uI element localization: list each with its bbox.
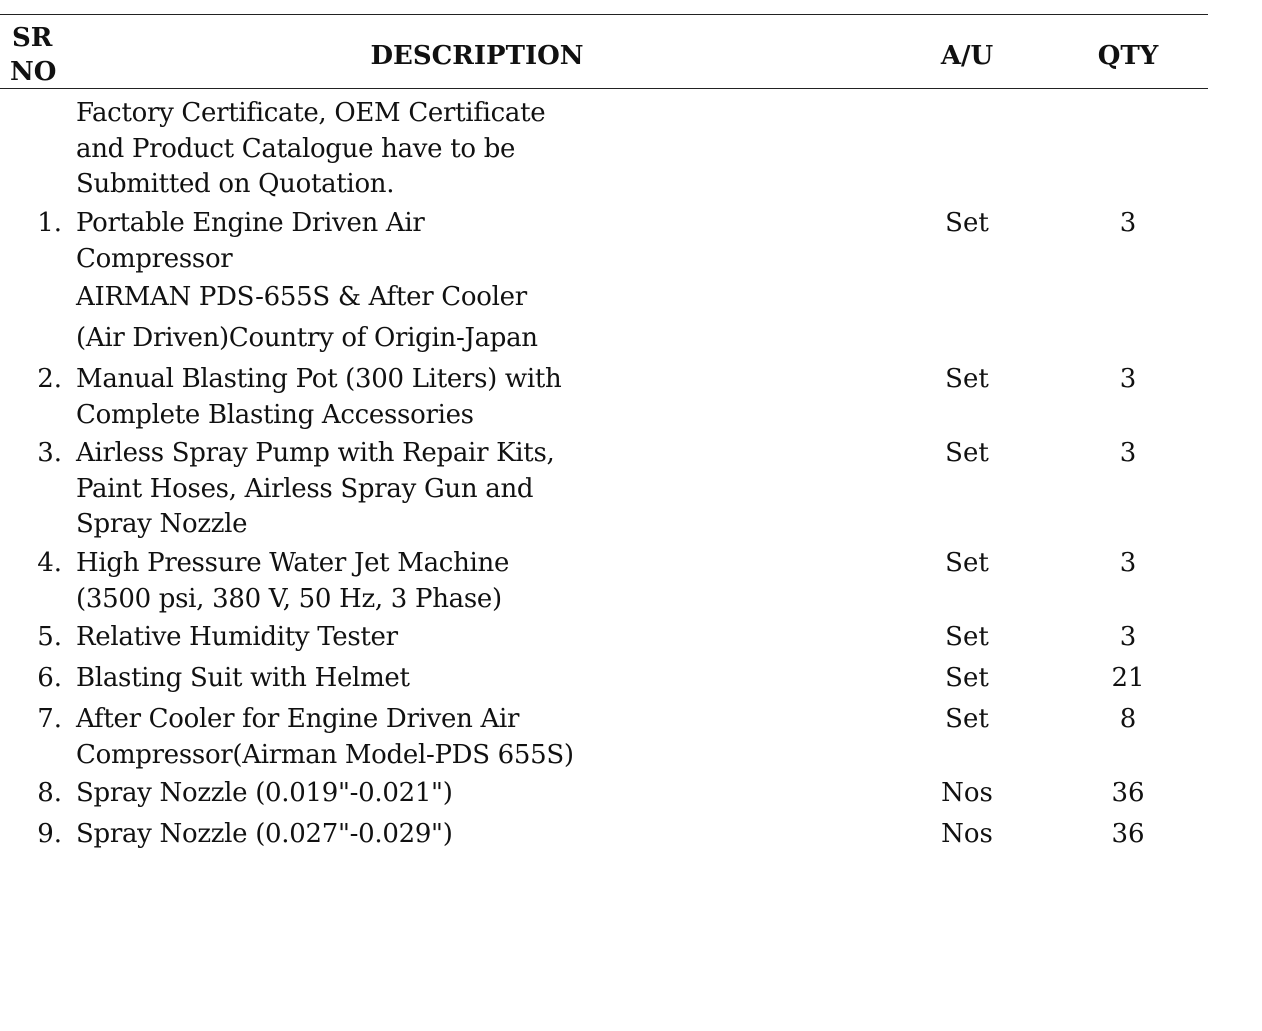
note-line: Factory Certificate, OEM Certificate [76, 98, 546, 128]
row-unit: Nos [941, 778, 993, 808]
row-description-line: Complete Blasting Accessories [76, 400, 474, 430]
header-unit: A/U [940, 41, 994, 71]
row-unit: Set [945, 704, 989, 734]
row-description-line: Compressor [76, 244, 233, 274]
row-unit: Set [945, 622, 989, 652]
row-number: 4. [37, 548, 62, 578]
row-qty: 3 [1119, 548, 1137, 578]
row-qty: 3 [1119, 438, 1137, 468]
row-unit: Set [945, 438, 989, 468]
row-qty: 36 [1111, 778, 1145, 808]
row-description-line: Paint Hoses, Airless Spray Gun and [76, 474, 534, 504]
row-number: 6. [37, 663, 62, 693]
row-description-line: (Air Driven)Country of Origin-Japan [76, 323, 538, 353]
row-unit: Set [945, 364, 989, 394]
row-description-line: Compressor(Airman Model-PDS 655S) [76, 740, 574, 770]
row-description-line: (3500 psi, 380 V, 50 Hz, 3 Phase) [76, 584, 502, 614]
header-description: DESCRIPTION [370, 41, 584, 71]
row-number: 3. [37, 438, 62, 468]
row-qty: 8 [1119, 704, 1137, 734]
row-unit: Set [945, 663, 989, 693]
row-number: 7. [37, 704, 62, 734]
row-description-line: Spray Nozzle (0.019"-0.021") [76, 778, 453, 808]
note-line: and Product Catalogue have to be [76, 134, 516, 164]
row-description-line: Spray Nozzle [76, 509, 248, 539]
row-qty: 36 [1111, 819, 1145, 849]
row-qty: 3 [1119, 364, 1137, 394]
header-sr: SR [12, 23, 53, 53]
table-top-rule [0, 14, 1208, 15]
row-unit: Set [945, 548, 989, 578]
row-description-line: Blasting Suit with Helmet [76, 663, 410, 693]
row-number: 9. [37, 819, 62, 849]
row-description-line: Spray Nozzle (0.027"-0.029") [76, 819, 453, 849]
row-description-line: High Pressure Water Jet Machine [76, 548, 510, 578]
row-number: 2. [37, 364, 62, 394]
header-bottom-rule [0, 88, 1208, 89]
header-no: NO [10, 57, 57, 87]
row-qty: 21 [1111, 663, 1145, 693]
row-number: 8. [37, 778, 62, 808]
row-description-line: Relative Humidity Tester [76, 622, 398, 652]
row-description-line: Airless Spray Pump with Repair Kits, [76, 438, 555, 468]
row-number: 5. [37, 622, 62, 652]
row-description-line: After Cooler for Engine Driven Air [76, 704, 520, 734]
row-description-line: Portable Engine Driven Air [76, 208, 425, 238]
row-description-line: Manual Blasting Pot (300 Liters) with [76, 364, 562, 394]
row-unit: Nos [941, 819, 993, 849]
row-description-line: AIRMAN PDS-655S & After Cooler [76, 282, 527, 312]
header-qty: QTY [1097, 41, 1159, 71]
note-line: Submitted on Quotation. [76, 169, 395, 199]
row-qty: 3 [1119, 622, 1137, 652]
row-number: 1. [37, 208, 62, 238]
row-qty: 3 [1119, 208, 1137, 238]
row-unit: Set [945, 208, 989, 238]
